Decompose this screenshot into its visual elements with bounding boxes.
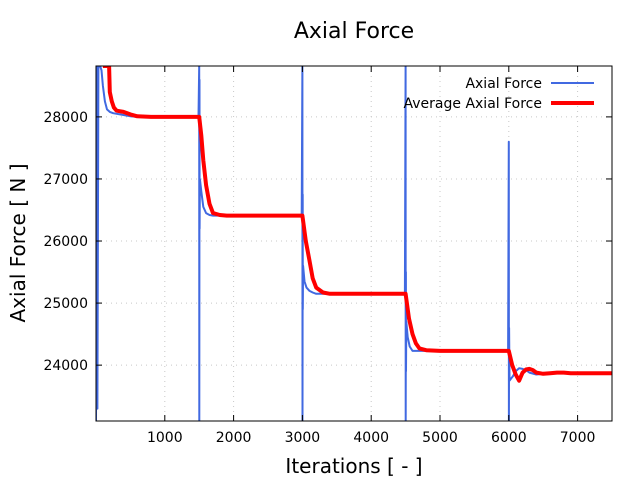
y-tick-label: 24000 xyxy=(43,358,88,374)
legend: Axial Force Average Axial Force xyxy=(404,76,594,112)
y-tick-label: 28000 xyxy=(43,110,88,126)
x-tick-label: 1000 xyxy=(147,430,183,446)
chart-title: Axial Force xyxy=(294,19,414,44)
y-tick-label: 27000 xyxy=(43,172,88,188)
series-line-axial-force xyxy=(96,66,612,421)
x-axis-label: Iterations [ - ] xyxy=(285,454,422,478)
legend-label-axial-force: Axial Force xyxy=(465,76,542,92)
grid-lines xyxy=(96,66,612,421)
x-tick-label: 3000 xyxy=(285,430,321,446)
plot-area xyxy=(96,66,612,421)
x-tick-label: 4000 xyxy=(353,430,389,446)
legend-label-average-axial-force: Average Axial Force xyxy=(404,96,543,112)
y-tick-label: 26000 xyxy=(43,234,88,250)
x-tick-label: 2000 xyxy=(216,430,252,446)
y-tick-label: 25000 xyxy=(43,296,88,312)
series-line-average-axial-force xyxy=(102,66,612,383)
plot-frame xyxy=(95,65,613,422)
y-axis-label: Axial Force [ N ] xyxy=(6,164,30,323)
x-tick-label: 6000 xyxy=(491,430,527,446)
x-tick-label: 5000 xyxy=(422,430,458,446)
axis-ticks: 1000 2000 3000 4000 5000 6000 7000 24000 25000 26… xyxy=(43,66,612,446)
x-tick-label: 7000 xyxy=(560,430,596,446)
